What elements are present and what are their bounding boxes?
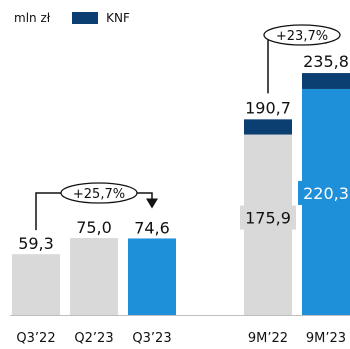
change-badge-quarterly xyxy=(60,182,138,204)
bar-3 xyxy=(128,238,176,315)
category-label-1: Q3’22 xyxy=(16,331,55,346)
bar-2 xyxy=(70,238,118,315)
category-label-3: Q3’23 xyxy=(132,331,171,346)
stacked-bar-knf-1 xyxy=(244,119,292,135)
stacked-bar-knf-2 xyxy=(302,73,350,89)
base-label-1: 175,9 xyxy=(245,209,291,228)
category-label-2: Q2’23 xyxy=(74,331,113,346)
base-label-bg-2 xyxy=(298,180,350,205)
total-label-2: 235,8 xyxy=(303,52,349,71)
legend: mln zł KNF xyxy=(14,11,130,25)
change-label-9m: +23,7% xyxy=(276,29,328,44)
total-label-1: 190,7 xyxy=(245,98,291,117)
value-label-2: 75,0 xyxy=(76,218,112,237)
value-label-1: 59,3 xyxy=(18,234,54,253)
bar-1 xyxy=(12,254,60,315)
change-badge-9m xyxy=(263,24,341,46)
value-label-3: 74,6 xyxy=(134,218,170,237)
base-label-2: 220,3 xyxy=(303,184,349,203)
legend-knf-label: KNF xyxy=(106,11,130,25)
unit-label: mln zł xyxy=(14,11,51,25)
change-label-quarterly: +25,7% xyxy=(73,187,125,202)
base-label-bg-1 xyxy=(240,205,296,230)
legend-knf-swatch xyxy=(72,12,99,24)
category-label-5: 9M’23 xyxy=(306,331,346,346)
change-arrowhead-quarterly xyxy=(146,198,158,209)
category-label-4: 9M’22 xyxy=(248,331,288,346)
